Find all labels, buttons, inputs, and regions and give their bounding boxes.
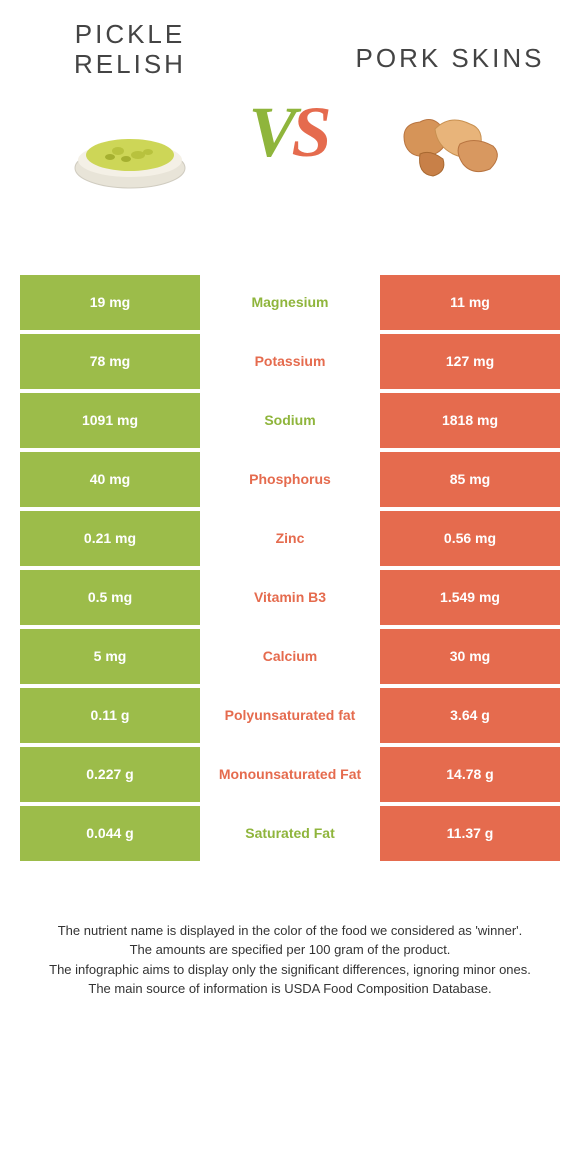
nutrient-label: Magnesium bbox=[200, 275, 380, 330]
left-value: 19 mg bbox=[20, 275, 200, 330]
right-value: 3.64 g bbox=[380, 688, 560, 743]
left-value: 0.21 mg bbox=[20, 511, 200, 566]
nutrient-label: Zinc bbox=[200, 511, 380, 566]
table-row: 0.5 mgVitamin B31.549 mg bbox=[20, 570, 560, 625]
food-left-title: PICKLE RELISH bbox=[30, 20, 230, 80]
footer-line: The infographic aims to display only the… bbox=[30, 960, 550, 980]
nutrient-label: Phosphorus bbox=[200, 452, 380, 507]
vs-v: V bbox=[248, 91, 296, 174]
table-row: 0.21 mgZinc0.56 mg bbox=[20, 511, 560, 566]
nutrient-label: Sodium bbox=[200, 393, 380, 448]
nutrient-label: Calcium bbox=[200, 629, 380, 684]
footer-line: The amounts are specified per 100 gram o… bbox=[30, 940, 550, 960]
right-value: 30 mg bbox=[380, 629, 560, 684]
left-value: 40 mg bbox=[20, 452, 200, 507]
right-value: 0.56 mg bbox=[380, 511, 560, 566]
left-value: 0.227 g bbox=[20, 747, 200, 802]
food-right-title: PORK SKINS bbox=[350, 44, 550, 74]
nutrient-label: Saturated Fat bbox=[200, 806, 380, 861]
right-value: 14.78 g bbox=[380, 747, 560, 802]
table-row: 0.044 gSaturated Fat11.37 g bbox=[20, 806, 560, 861]
table-row: 78 mgPotassium127 mg bbox=[20, 334, 560, 389]
right-value: 1.549 mg bbox=[380, 570, 560, 625]
food-left-image bbox=[30, 95, 230, 205]
footer-line: The nutrient name is displayed in the co… bbox=[30, 921, 550, 941]
left-value: 1091 mg bbox=[20, 393, 200, 448]
left-value: 0.11 g bbox=[20, 688, 200, 743]
vs-s: S bbox=[291, 91, 331, 174]
table-row: 0.11 gPolyunsaturated fat3.64 g bbox=[20, 688, 560, 743]
vs-label: VS bbox=[248, 51, 331, 174]
left-value: 5 mg bbox=[20, 629, 200, 684]
nutrient-label: Polyunsaturated fat bbox=[200, 688, 380, 743]
nutrient-label: Potassium bbox=[200, 334, 380, 389]
nutrient-label: Vitamin B3 bbox=[200, 570, 380, 625]
right-value: 11.37 g bbox=[380, 806, 560, 861]
table-row: 0.227 gMonounsaturated Fat14.78 g bbox=[20, 747, 560, 802]
nutrient-table: 19 mgMagnesium11 mg78 mgPotassium127 mg1… bbox=[20, 275, 560, 861]
left-value: 78 mg bbox=[20, 334, 200, 389]
table-row: 1091 mgSodium1818 mg bbox=[20, 393, 560, 448]
nutrient-label: Monounsaturated Fat bbox=[200, 747, 380, 802]
footer-notes: The nutrient name is displayed in the co… bbox=[30, 921, 550, 999]
food-right: PORK SKINS bbox=[350, 26, 550, 199]
right-value: 85 mg bbox=[380, 452, 560, 507]
right-value: 1818 mg bbox=[380, 393, 560, 448]
right-value: 11 mg bbox=[380, 275, 560, 330]
food-left: PICKLE RELISH bbox=[30, 20, 230, 205]
food-right-image bbox=[350, 89, 550, 199]
left-value: 0.044 g bbox=[20, 806, 200, 861]
table-row: 40 mgPhosphorus85 mg bbox=[20, 452, 560, 507]
table-row: 5 mgCalcium30 mg bbox=[20, 629, 560, 684]
comparison-header: PICKLE RELISH VS PORK SKINS bbox=[0, 0, 580, 215]
footer-line: The main source of information is USDA F… bbox=[30, 979, 550, 999]
table-row: 19 mgMagnesium11 mg bbox=[20, 275, 560, 330]
left-value: 0.5 mg bbox=[20, 570, 200, 625]
right-value: 127 mg bbox=[380, 334, 560, 389]
